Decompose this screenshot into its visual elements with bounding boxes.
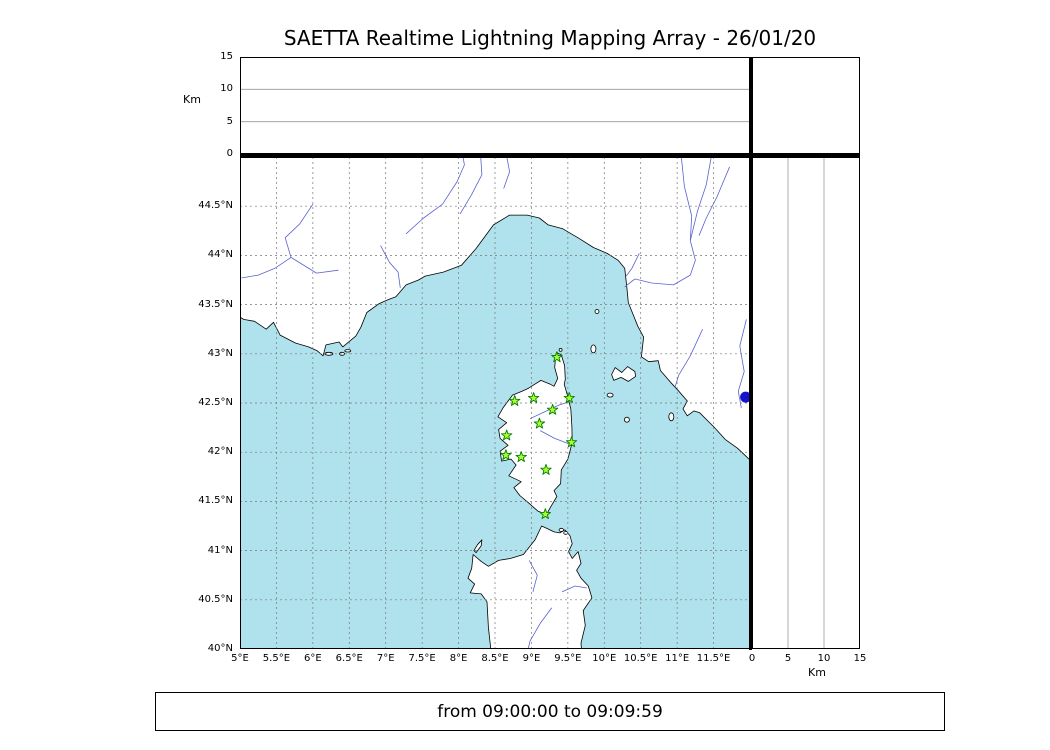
panel-border bbox=[752, 57, 860, 154]
altitude-axis-label-left: Km bbox=[183, 93, 201, 106]
river bbox=[527, 607, 553, 649]
lon-tick-label: 10.5°E bbox=[623, 653, 658, 664]
station-marker bbox=[539, 508, 551, 520]
islet bbox=[563, 531, 569, 535]
lon-tick-label: 8.5°E bbox=[481, 653, 509, 664]
islet bbox=[594, 309, 600, 314]
lat-tick-label: 44.5°N bbox=[198, 200, 233, 212]
islet bbox=[558, 347, 563, 352]
panel-border bbox=[240, 57, 750, 154]
lat-tick-label: 40.5°N bbox=[198, 593, 233, 605]
islet bbox=[668, 412, 675, 422]
station-marker bbox=[515, 451, 527, 463]
altitude-tick-label: 10 bbox=[817, 653, 831, 664]
river bbox=[290, 257, 339, 274]
asinara-island bbox=[473, 539, 483, 553]
islet bbox=[623, 416, 630, 423]
time-range-text: from 09:00:00 to 09:09:59 bbox=[437, 701, 663, 722]
altitude-tick-label: 10 bbox=[220, 83, 233, 95]
mainland-coastline bbox=[240, 157, 750, 461]
station-marker bbox=[540, 463, 552, 475]
panel-separator-horizontal bbox=[240, 154, 860, 157]
river bbox=[737, 319, 747, 408]
map-panel bbox=[240, 157, 750, 649]
panel-border bbox=[752, 157, 860, 649]
station-marker bbox=[565, 436, 578, 448]
altitude-axis-label-bottom: Km bbox=[808, 666, 826, 679]
river bbox=[698, 166, 730, 236]
lat-tick-label: 44°N bbox=[207, 249, 233, 261]
figure-title: SAETTA Realtime Lightning Mapping Array … bbox=[283, 26, 817, 50]
altitude-tick-label: 5 bbox=[784, 653, 792, 664]
river bbox=[689, 157, 712, 241]
river bbox=[561, 585, 587, 593]
lon-tick-label: 5°E bbox=[231, 653, 249, 664]
lon-tick-label: 9°E bbox=[522, 653, 541, 664]
station-marker bbox=[533, 417, 546, 429]
lon-tick-label: 7°E bbox=[376, 653, 395, 664]
river bbox=[540, 430, 571, 445]
altitude-tick-label: 0 bbox=[226, 148, 233, 159]
station-marker bbox=[546, 403, 559, 415]
lon-tick-label: 10°E bbox=[592, 653, 617, 664]
sardinia-coastline bbox=[467, 525, 593, 649]
elba-island bbox=[611, 366, 636, 382]
lat-tick-label: 43°N bbox=[207, 347, 233, 359]
lat-tick-label: 42.5°N bbox=[198, 397, 233, 408]
lon-tick-label: 6.5°E bbox=[335, 653, 363, 664]
river bbox=[380, 245, 401, 288]
river bbox=[689, 240, 696, 276]
station-marker bbox=[527, 392, 540, 403]
islet bbox=[606, 392, 614, 398]
islet bbox=[558, 527, 564, 532]
altitude-tick-label: 15 bbox=[220, 51, 233, 62]
islet bbox=[344, 349, 352, 353]
river bbox=[459, 157, 483, 215]
islet bbox=[324, 351, 334, 356]
time-range-box: from 09:00:00 to 09:09:59 bbox=[155, 692, 945, 731]
altitude-tick-label: 15 bbox=[853, 653, 867, 664]
lat-tick-label: 40°N bbox=[207, 643, 233, 654]
lon-tick-label: 11°E bbox=[665, 653, 690, 664]
lake-marker bbox=[740, 391, 750, 403]
station-marker bbox=[551, 351, 563, 363]
panel-separator-vertical bbox=[749, 57, 752, 650]
lat-tick-label: 42°N bbox=[207, 446, 233, 458]
lon-tick-label: 9.5°E bbox=[554, 653, 582, 664]
station-marker bbox=[500, 429, 513, 441]
lat-tick-label: 41.5°N bbox=[198, 495, 233, 507]
river bbox=[680, 157, 693, 241]
lon-tick-label: 8°E bbox=[449, 653, 468, 664]
islet bbox=[590, 344, 597, 354]
station-marker bbox=[563, 392, 575, 403]
station-marker bbox=[508, 395, 521, 406]
altitude-tick-label: 0 bbox=[748, 653, 756, 664]
lat-tick-label: 43.5°N bbox=[198, 298, 233, 310]
lon-tick-label: 11.5°E bbox=[696, 653, 731, 664]
altitude-vs-longitude-panel bbox=[240, 57, 750, 154]
river bbox=[405, 157, 465, 235]
river bbox=[674, 329, 703, 388]
altitude-vs-latitude-panel bbox=[752, 157, 860, 649]
river bbox=[625, 253, 640, 277]
lat-tick-label: 41°N bbox=[207, 544, 233, 556]
corner-panel bbox=[752, 57, 860, 154]
river bbox=[624, 274, 691, 288]
corsica-coastline bbox=[497, 352, 573, 515]
river bbox=[528, 560, 538, 593]
river bbox=[503, 157, 510, 189]
station-marker bbox=[500, 449, 512, 461]
river bbox=[241, 203, 314, 279]
lon-tick-label: 7.5°E bbox=[408, 653, 436, 664]
lon-tick-label: 5.5°E bbox=[262, 653, 291, 664]
lon-tick-label: 6°E bbox=[304, 653, 322, 664]
altitude-tick-label: 5 bbox=[226, 115, 233, 127]
